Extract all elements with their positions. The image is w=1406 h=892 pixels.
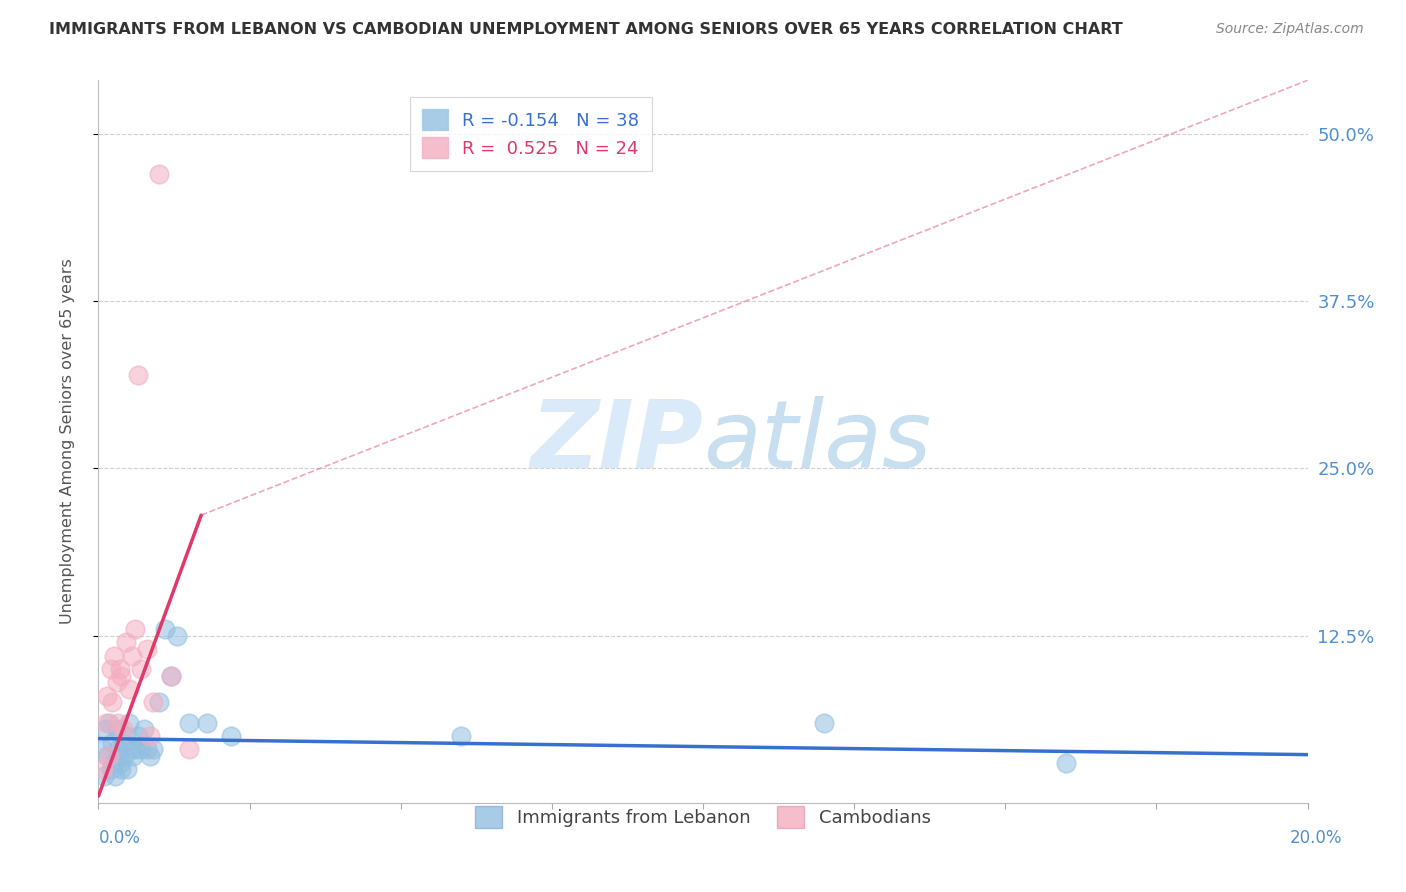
Point bbox=[107, 742, 129, 756]
Point bbox=[103, 756, 125, 770]
Point bbox=[129, 742, 152, 756]
Point bbox=[110, 762, 132, 776]
Point bbox=[129, 662, 152, 676]
Point bbox=[107, 715, 129, 730]
Point bbox=[93, 769, 115, 783]
Point bbox=[135, 642, 157, 657]
Point bbox=[91, 762, 114, 776]
Point bbox=[114, 729, 136, 743]
Point bbox=[139, 729, 162, 743]
Point bbox=[105, 749, 128, 764]
Point bbox=[111, 735, 134, 749]
Point bbox=[103, 648, 125, 663]
Point bbox=[153, 622, 176, 636]
Point bbox=[122, 749, 145, 764]
Point bbox=[127, 368, 149, 382]
Point bbox=[132, 723, 155, 737]
Point bbox=[179, 715, 201, 730]
Point bbox=[179, 742, 201, 756]
Point bbox=[142, 696, 165, 710]
Y-axis label: Unemployment Among Seniors over 65 years: Unemployment Among Seniors over 65 years bbox=[60, 259, 75, 624]
Point bbox=[94, 723, 117, 737]
Point bbox=[114, 635, 136, 649]
Point bbox=[166, 628, 188, 642]
Point bbox=[100, 762, 122, 776]
Text: Source: ZipAtlas.com: Source: ZipAtlas.com bbox=[1216, 22, 1364, 37]
Point bbox=[160, 669, 183, 683]
Legend: Immigrants from Lebanon, Cambodians: Immigrants from Lebanon, Cambodians bbox=[467, 797, 939, 837]
Point bbox=[91, 742, 114, 756]
Point bbox=[105, 723, 128, 737]
Point bbox=[135, 742, 157, 756]
Point bbox=[100, 696, 122, 710]
Point bbox=[121, 742, 143, 756]
Text: 0.0%: 0.0% bbox=[98, 829, 141, 847]
Text: ZIP: ZIP bbox=[530, 395, 703, 488]
Point bbox=[111, 723, 134, 737]
Point bbox=[813, 715, 835, 730]
Point bbox=[117, 762, 139, 776]
Point bbox=[148, 167, 170, 181]
Point bbox=[108, 662, 131, 676]
Text: IMMIGRANTS FROM LEBANON VS CAMBODIAN UNEMPLOYMENT AMONG SENIORS OVER 65 YEARS CO: IMMIGRANTS FROM LEBANON VS CAMBODIAN UNE… bbox=[49, 22, 1123, 37]
Point bbox=[127, 729, 149, 743]
Point bbox=[124, 622, 146, 636]
Point bbox=[100, 735, 122, 749]
Point bbox=[148, 696, 170, 710]
Point bbox=[139, 749, 162, 764]
Point bbox=[118, 681, 141, 696]
Point bbox=[118, 715, 141, 730]
Point bbox=[112, 749, 135, 764]
Point bbox=[100, 662, 122, 676]
Point bbox=[124, 742, 146, 756]
Point bbox=[104, 769, 127, 783]
Point bbox=[160, 669, 183, 683]
Point bbox=[450, 729, 472, 743]
Point bbox=[121, 648, 143, 663]
Point bbox=[142, 742, 165, 756]
Point bbox=[98, 715, 121, 730]
Point bbox=[98, 749, 121, 764]
Point bbox=[110, 669, 132, 683]
Point bbox=[221, 729, 243, 743]
Point bbox=[94, 715, 117, 730]
Point bbox=[1054, 756, 1077, 770]
Point bbox=[195, 715, 218, 730]
Point bbox=[105, 675, 128, 690]
Point bbox=[108, 756, 131, 770]
Point bbox=[96, 689, 118, 703]
Text: atlas: atlas bbox=[703, 396, 931, 487]
Point bbox=[96, 749, 118, 764]
Text: 20.0%: 20.0% bbox=[1291, 829, 1343, 847]
